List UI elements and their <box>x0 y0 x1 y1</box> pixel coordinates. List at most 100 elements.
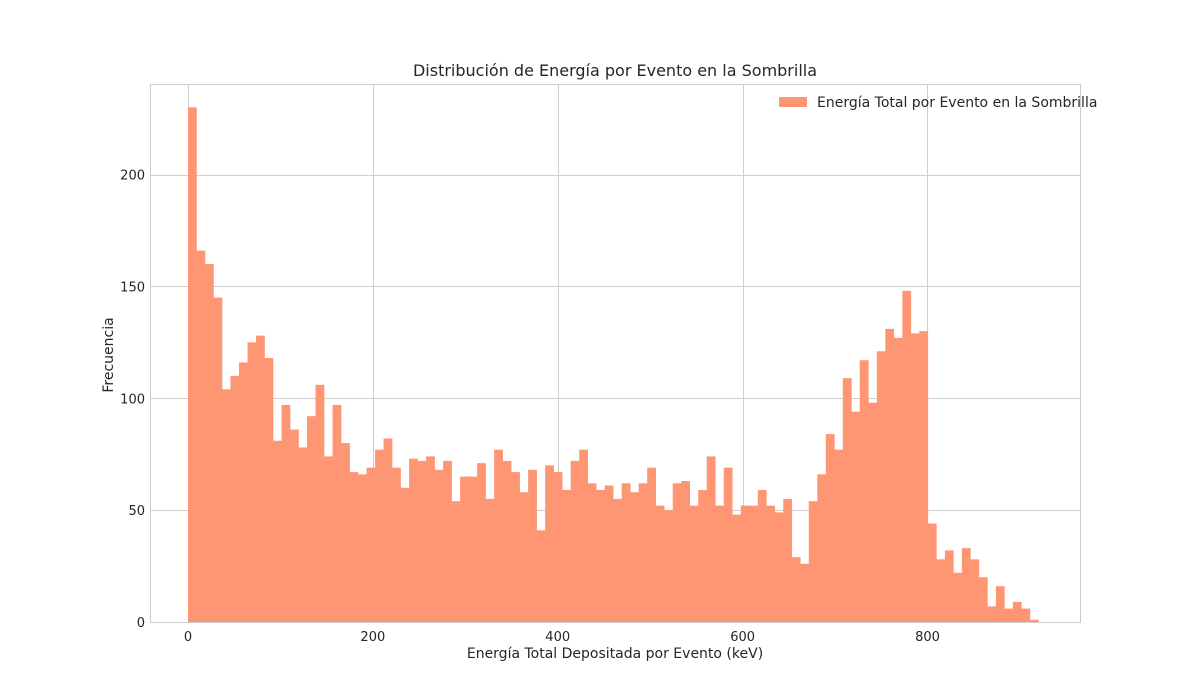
histogram-bar <box>366 467 376 622</box>
histogram-bar <box>264 357 274 622</box>
histogram-bar <box>757 489 767 622</box>
histogram-bar <box>596 489 605 622</box>
histogram-bar <box>460 476 469 622</box>
histogram-bar <box>239 362 248 622</box>
histogram-bar <box>1004 608 1014 622</box>
histogram-bar <box>910 333 920 622</box>
y-tick-label: 0 <box>137 616 145 631</box>
histogram-bar <box>570 460 580 622</box>
histogram-bar <box>919 331 929 622</box>
histogram-bar <box>553 472 563 622</box>
histogram-bar <box>383 438 393 622</box>
histogram-bar <box>995 586 1005 622</box>
chart-title: Distribución de Energía por Evento en la… <box>413 61 817 80</box>
histogram-bar <box>621 483 631 622</box>
histogram-bar <box>281 404 291 622</box>
x-tick-label: 0 <box>184 630 192 645</box>
x-tick-label: 600 <box>730 630 755 645</box>
histogram-bar <box>783 498 793 622</box>
histogram-bar <box>315 384 325 622</box>
histogram-bar <box>936 559 946 622</box>
histogram-bar <box>698 489 708 622</box>
histogram-bar <box>927 523 937 622</box>
histogram-bar <box>519 492 529 622</box>
histogram-bar <box>349 472 359 622</box>
histogram-bar <box>664 510 674 622</box>
histogram-bar <box>876 351 886 622</box>
y-tick-labels: 0 50 100 150 200 <box>120 169 145 632</box>
histogram-bar <box>689 505 699 622</box>
histogram-bar <box>961 548 971 622</box>
histogram-bar <box>324 456 333 622</box>
histogram-bar <box>1021 608 1031 622</box>
histogram-bar <box>1012 601 1022 622</box>
histogram-bar <box>902 290 912 622</box>
histogram-bar <box>298 447 308 622</box>
histogram-bar <box>978 577 988 622</box>
histogram-bar <box>987 606 997 622</box>
histogram-bar <box>740 505 750 622</box>
histogram-bar <box>868 402 878 622</box>
histogram-bar <box>511 472 520 622</box>
x-axis-label: Energía Total Depositada por Evento (keV… <box>467 646 763 662</box>
legend-swatch <box>779 97 807 107</box>
histogram-bars <box>187 107 1039 622</box>
histogram-bar <box>732 514 742 622</box>
histogram-bar <box>434 469 444 622</box>
legend-label: Energía Total por Evento en la Sombrilla <box>817 95 1097 111</box>
histogram-bar <box>681 481 691 622</box>
histogram-bar <box>885 328 895 622</box>
histogram-bar <box>400 487 410 622</box>
histogram-bar <box>749 505 759 622</box>
histogram-bar <box>213 297 223 622</box>
histogram-bar <box>230 375 240 622</box>
histogram-bar <box>817 474 827 622</box>
histogram-bar <box>307 416 316 622</box>
histogram-bar <box>638 483 648 622</box>
histogram-bar <box>706 456 716 622</box>
histogram-bar <box>528 469 537 622</box>
histogram-bar <box>221 389 231 622</box>
histogram-bar <box>655 505 665 622</box>
histogram-bar <box>494 449 503 622</box>
y-tick-label: 150 <box>120 280 145 295</box>
histogram-bar <box>604 485 614 622</box>
histogram-bar <box>774 512 784 622</box>
histogram-bar <box>587 483 597 622</box>
histogram-bar <box>409 458 418 622</box>
histogram-bar <box>630 492 640 622</box>
y-axis-label: Frecuencia <box>101 317 117 392</box>
histogram-bar <box>247 342 257 622</box>
histogram-bar <box>204 264 214 622</box>
histogram-bar <box>187 107 197 622</box>
plot-frame <box>150 84 1081 623</box>
histogram-bar <box>842 378 852 622</box>
x-tick-label: 400 <box>545 630 570 645</box>
histogram-bar <box>545 465 554 622</box>
histogram-bar <box>953 572 963 622</box>
histogram-bar <box>893 337 903 622</box>
histogram-bar <box>579 449 588 622</box>
histogram-bar <box>944 550 954 622</box>
histogram-bar <box>451 501 461 622</box>
histogram-bar <box>766 505 776 622</box>
histogram-bar <box>358 474 367 622</box>
histogram-bar <box>375 449 384 622</box>
histogram-bar <box>970 559 980 622</box>
histogram-bar <box>426 456 435 622</box>
histogram-bar <box>502 460 512 622</box>
histogram-bar <box>341 443 350 622</box>
histogram-bar <box>715 505 725 622</box>
histogram-bar <box>392 467 401 622</box>
histogram-bar <box>834 449 844 622</box>
histogram-bar <box>613 498 622 622</box>
histogram-bar <box>417 460 427 622</box>
histogram-bar <box>273 440 282 622</box>
histogram-bar <box>536 530 546 622</box>
y-tick-label: 100 <box>120 392 145 407</box>
histogram-bar <box>477 463 486 622</box>
histogram-bar <box>196 250 206 622</box>
histogram-bar <box>647 467 657 622</box>
histogram-bar <box>859 360 869 622</box>
